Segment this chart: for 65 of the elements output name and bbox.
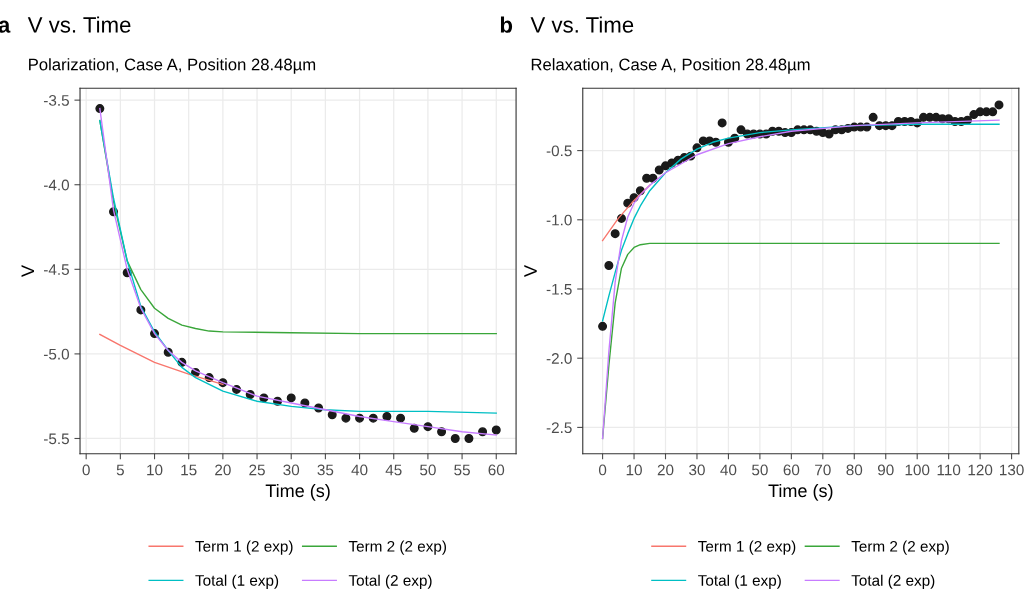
x-tick-label: 50 (752, 464, 768, 476)
point (286, 393, 296, 403)
legend-label: Total (2 exp) (851, 574, 935, 589)
y-tick-label: -1.0 (546, 214, 572, 226)
chart-subtitle: Polarization, Case A, Position 28.48µm (29, 58, 316, 74)
point (491, 425, 501, 435)
x-tick-label: 40 (720, 464, 737, 476)
x-tick-label: 110 (937, 464, 961, 476)
x-tick-label: 0 (82, 464, 90, 476)
x-tick-label: 60 (488, 464, 505, 476)
chart-subtitle: Relaxation, Case A, Position 28.48µm (531, 58, 810, 74)
y-tick-label: -1.5 (546, 284, 572, 295)
x-tick-label: 70 (815, 464, 831, 476)
point (450, 433, 460, 443)
x-axis-title: Time (s) (265, 483, 330, 501)
point (409, 423, 419, 433)
legend-label: Total (1 exp) (698, 574, 781, 589)
legend-label: Term 1 (2 exp) (195, 540, 293, 555)
y-axis-title: V (21, 265, 34, 277)
x-tick-label: 40 (351, 464, 368, 476)
legend-label: Total (2 exp) (348, 574, 432, 589)
y-axis-title: V (524, 265, 537, 277)
point (396, 413, 406, 423)
x-tick-label: 90 (877, 464, 894, 476)
point (464, 433, 474, 443)
x-tick-label: 30 (689, 464, 705, 476)
x-tick-label: 5 (116, 464, 124, 476)
y-tick-label: -4.5 (43, 264, 69, 275)
y-tick-label: -5.5 (43, 433, 69, 445)
text: b (500, 16, 513, 33)
x-tick-label: 45 (385, 464, 402, 476)
x-tick-label: 60 (783, 464, 800, 476)
point (437, 427, 447, 437)
x-tick-label: 20 (215, 464, 231, 476)
legend-label: Term 1 (2 exp) (698, 540, 796, 555)
x-axis-title: Time (s) (768, 483, 833, 501)
x-tick-label: 0 (598, 464, 607, 476)
x-tick-label: 15 (181, 464, 197, 476)
y-tick-label: -0.5 (546, 145, 572, 157)
y-tick-label: -3.5 (43, 95, 69, 106)
x-tick-label: 55 (454, 464, 470, 476)
x-tick-label: 120 (968, 464, 993, 476)
y-tick-label: -4.0 (43, 179, 70, 191)
x-tick-label: 30 (283, 464, 300, 476)
x-tick-label: 80 (846, 464, 863, 476)
y-tick-label: -5.0 (43, 348, 70, 360)
x-tick-label: 100 (905, 464, 930, 476)
legend-label: Total (1 exp) (195, 574, 279, 589)
x-tick-label: 35 (317, 464, 334, 476)
x-tick-label: 50 (420, 464, 436, 476)
point (341, 413, 351, 423)
point (382, 411, 392, 421)
x-tick-label: 20 (657, 464, 674, 476)
legend-label: Term 2 (2 exp) (851, 540, 949, 555)
chart-title: V vs. Time (27, 16, 131, 33)
x-tick-label: 130 (1000, 464, 1024, 476)
line-series (601, 184, 651, 242)
legend-label: Term 2 (2 exp) (348, 540, 446, 555)
y-tick-label: -2.0 (546, 353, 572, 364)
x-tick-label: 25 (249, 464, 265, 476)
chart-title: V vs. Time (530, 16, 634, 33)
x-tick-label: 10 (147, 464, 163, 476)
x-tick-label: 10 (626, 464, 642, 476)
point (327, 410, 337, 420)
y-tick-label: -2.5 (546, 422, 572, 434)
